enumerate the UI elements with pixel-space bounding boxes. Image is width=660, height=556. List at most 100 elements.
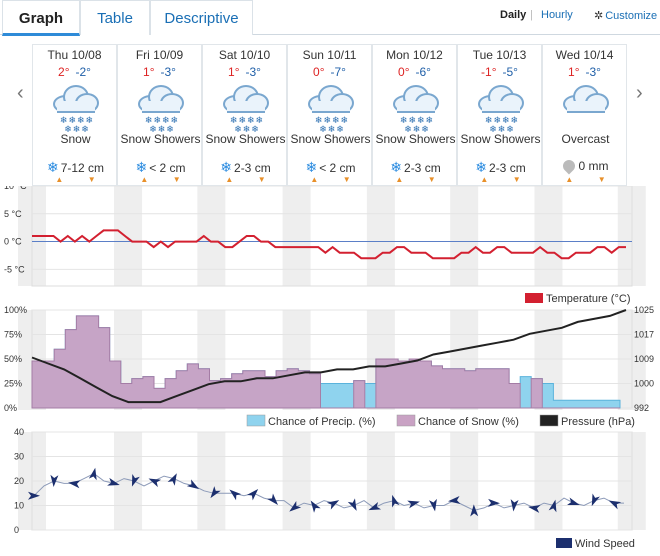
next-days-arrow-icon[interactable]: ›	[636, 82, 643, 104]
condition-label: Snow Showers	[120, 132, 201, 146]
temperature-legend-label: Temperature (°C)	[546, 293, 630, 305]
wind-tick-label: 0	[14, 525, 19, 535]
wind-direction-arrow	[107, 477, 120, 486]
wind-direction-arrow	[289, 501, 302, 512]
high-temp: 0°	[313, 65, 325, 79]
wind-direction-arrow	[246, 488, 259, 501]
wind-direction-arrow	[167, 473, 177, 486]
snowflakes-icon: ❄❄❄❄ ❄❄❄	[144, 115, 180, 134]
day-temps: 1° -3°	[543, 65, 626, 79]
day-temps: 0° -7°	[288, 65, 371, 79]
percent-tick-label: 25%	[4, 379, 22, 389]
low-temp: -3°	[160, 65, 176, 79]
high-temp: 1°	[568, 65, 580, 79]
day-card: Fri 10/09 1° -3° ❄❄❄❄ ❄❄❄ Snow Showers ❄ < 2 cm…	[117, 44, 202, 186]
precip-amount: ❄ 2-3 cm	[475, 159, 526, 175]
tab-bar: Graph Table Descriptive Daily | Hourly ✲…	[0, 0, 660, 36]
temperature-legend-swatch	[525, 293, 543, 303]
snow-cloud-icon	[53, 85, 99, 115]
snowflakes-icon: ❄❄❄❄ ❄❄❄	[484, 115, 520, 134]
temperature-tick-label: 0 °C	[4, 237, 22, 247]
rain-drop-icon	[560, 157, 577, 175]
tab-graph[interactable]: Graph	[2, 0, 80, 36]
snowflake-icon: ❄	[220, 159, 233, 175]
wind-tick-label: 10	[14, 501, 24, 511]
high-temp: -1°	[481, 65, 497, 79]
day-name: Tue 10/13	[472, 48, 527, 62]
wind-direction-arrow	[470, 504, 479, 517]
sunrise-sunset-icon: ▲ ▼	[140, 175, 181, 184]
sunrise-sunset-icon: ▲ ▼	[225, 175, 266, 184]
day-card: Tue 10/13 -1° -5° ❄❄❄❄ ❄❄❄ Snow Showers ❄ 2-3 c…	[457, 44, 542, 186]
wind-direction-arrow	[50, 474, 59, 487]
legend-swatch	[246, 414, 266, 427]
snow-cloud-icon	[308, 85, 354, 115]
night-band	[366, 186, 395, 286]
previous-days-arrow-icon[interactable]: ‹	[17, 82, 24, 104]
low-temp: -7°	[330, 65, 346, 79]
wind-direction-arrow	[567, 497, 580, 506]
day-name: Sat 10/10	[218, 48, 271, 62]
view-daily-link[interactable]: Daily	[500, 9, 527, 21]
view-separator: |	[530, 9, 533, 21]
day-card: Wed 10/14 1° -3° Overcast 0 mm ▲ ▼	[542, 44, 627, 186]
wind-direction-arrow	[326, 500, 340, 510]
legend-swatch	[539, 414, 559, 427]
condition-label: Snow	[60, 132, 91, 146]
day-temps: 1° -3°	[203, 65, 286, 79]
low-temp: -3°	[245, 65, 261, 79]
wind-direction-arrow	[407, 500, 420, 509]
snow-cloud-icon	[478, 85, 524, 115]
customize-label: Customize	[605, 10, 658, 22]
wind-direction-arrow	[28, 491, 40, 500]
wind-direction-arrow	[448, 495, 461, 504]
wind-direction-arrow	[429, 498, 437, 512]
wind-direction-arrow	[608, 500, 622, 510]
customize-link[interactable]: ✲ Customize	[594, 9, 657, 22]
pressure-tick-label: 992	[634, 403, 649, 413]
precip-amount: 0 mm	[543, 157, 628, 175]
day-name: Fri 10/09	[135, 48, 184, 62]
day-temps: -1° -5°	[458, 65, 541, 79]
night-band	[114, 186, 143, 286]
wind-legend-label: Wind Speed	[575, 538, 635, 550]
snowflake-icon: ❄	[305, 159, 318, 175]
view-hourly-link[interactable]: Hourly	[541, 9, 573, 21]
night-band	[450, 186, 479, 286]
temperature-tick-label: 5 °C	[4, 209, 22, 219]
wind-direction-arrow	[210, 486, 221, 499]
day-name: Sun 10/11	[302, 48, 357, 62]
precip-amount: ❄ < 2 cm	[135, 159, 186, 175]
sunrise-sunset-icon: ▲ ▼	[480, 175, 521, 184]
wind-direction-arrow	[591, 493, 600, 507]
low-temp: -2°	[75, 65, 91, 79]
wind-direction-arrow	[368, 501, 382, 511]
high-temp: 1°	[143, 65, 155, 79]
wind-tick-label: 20	[14, 476, 24, 486]
pressure-tick-label: 1025	[634, 305, 654, 315]
snow-chance-area	[31, 315, 620, 409]
night-band	[282, 186, 311, 286]
day-name: Wed 10/14	[555, 48, 614, 62]
wind-direction-arrow	[510, 499, 519, 512]
percent-tick-label: 50%	[4, 354, 22, 364]
snowflakes-icon: ❄❄❄❄ ❄❄❄	[229, 115, 265, 134]
snowflakes-icon: ❄❄❄❄ ❄❄❄	[314, 115, 350, 134]
legend-label: Pressure (hPa)	[561, 416, 635, 428]
day-card: Mon 10/12 0° -6° ❄❄❄❄ ❄❄❄ Snow Showers ❄ 2-3 cm…	[372, 44, 457, 186]
snow-cloud-icon	[223, 85, 269, 115]
sunrise-sunset-icon: ▲ ▼	[395, 175, 436, 184]
tab-table[interactable]: Table	[80, 0, 150, 35]
wind-direction-arrow	[548, 499, 557, 513]
day-name: Mon 10/12	[386, 48, 443, 62]
snowflake-icon: ❄	[475, 159, 488, 175]
wind-legend-swatch	[556, 538, 572, 548]
snowflake-icon: ❄	[390, 159, 403, 175]
legend-label: Chance of Precip. (%)	[268, 416, 376, 428]
temperature-line	[32, 229, 626, 260]
temperature-tick-label: 10 °C	[4, 186, 27, 191]
snowflakes-icon: ❄❄❄❄ ❄❄❄	[399, 115, 435, 134]
pressure-tick-label: 1017	[634, 330, 654, 340]
condition-label: Snow Showers	[290, 132, 371, 146]
tab-descriptive[interactable]: Descriptive	[150, 0, 253, 35]
